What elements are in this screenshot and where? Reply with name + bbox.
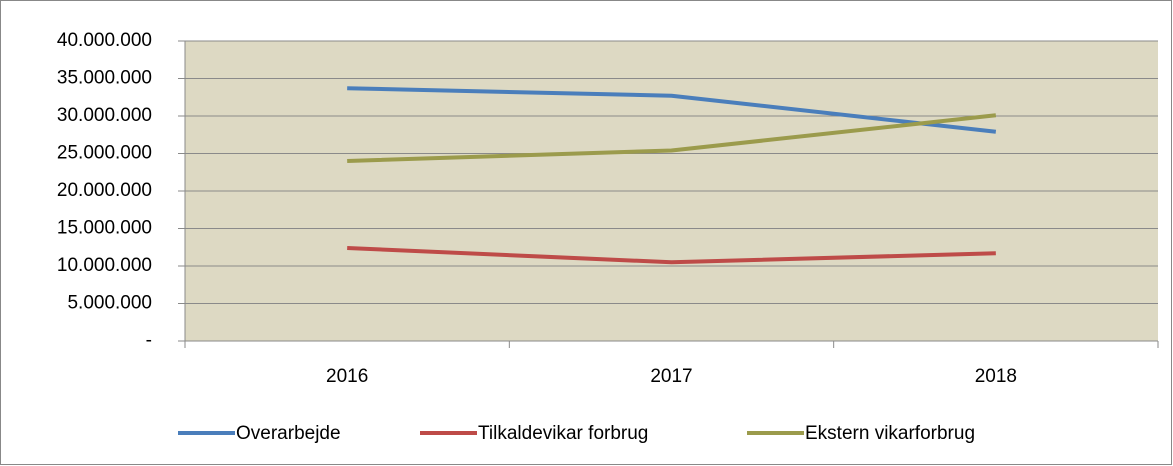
y-tick-label: 15.000.000: [57, 218, 152, 239]
y-tick-label: 30.000.000: [57, 105, 152, 126]
y-tick-label: -: [146, 330, 152, 351]
x-tick-label: 2016: [326, 366, 368, 387]
y-tick-label: 20.000.000: [57, 180, 152, 201]
y-tick-label: 25.000.000: [57, 143, 152, 164]
legend-label: Ekstern vikarforbrug: [805, 423, 975, 444]
y-tick-label: 35.000.000: [57, 68, 152, 89]
data-line: [347, 246, 996, 265]
legend-label: Tilkaldevikar forbrug: [478, 423, 648, 444]
x-tick-label: 2017: [650, 366, 692, 387]
data-line: [347, 86, 997, 134]
y-tick-label: 5.000.000: [67, 293, 152, 314]
y-tick-label: 10.000.000: [57, 255, 152, 276]
legend-label: Overarbejde: [236, 423, 341, 444]
y-tick-label: 40.000.000: [57, 30, 152, 51]
data-line: [347, 113, 997, 163]
x-tick-label: 2018: [975, 366, 1017, 387]
